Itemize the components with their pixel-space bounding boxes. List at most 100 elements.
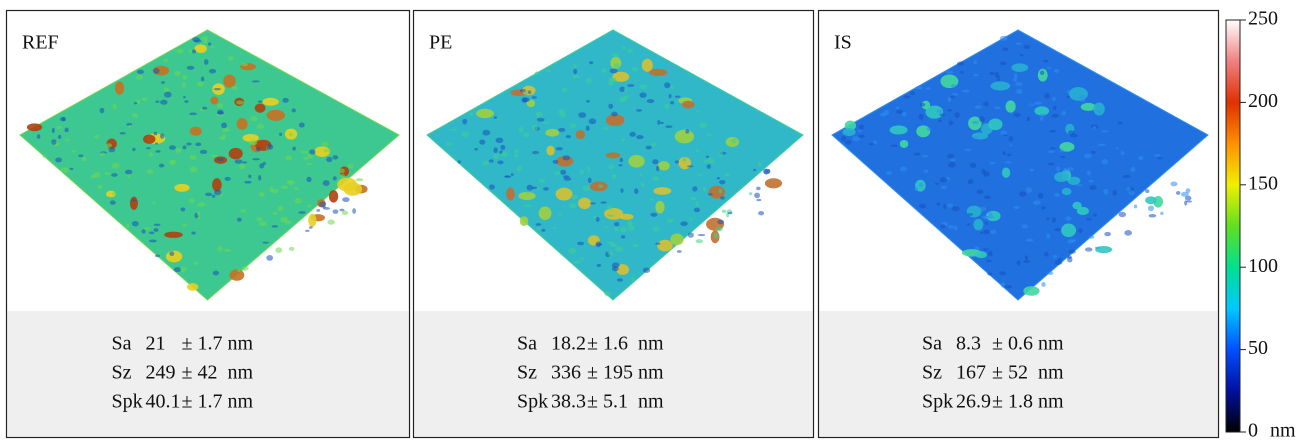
surface-feature xyxy=(289,247,294,251)
surface-feature xyxy=(880,113,887,117)
surface-feature xyxy=(205,193,212,196)
surface-feature xyxy=(621,235,625,238)
surface-feature xyxy=(994,106,1000,109)
surface-feature xyxy=(142,98,148,101)
surface-feature xyxy=(78,154,83,157)
param-name: Sa xyxy=(112,333,132,355)
surface-feature xyxy=(670,101,674,104)
surface-feature xyxy=(134,102,137,104)
surface-feature xyxy=(593,216,596,218)
surface-feature xyxy=(1004,285,1012,288)
surface-feature xyxy=(305,230,310,232)
param-value: 40.1 xyxy=(146,391,181,413)
surface-feature xyxy=(1000,61,1007,65)
surface-feature xyxy=(266,255,273,261)
surface-feature xyxy=(957,62,964,66)
surface-feature xyxy=(554,171,561,175)
surface-feature xyxy=(164,87,169,91)
surface-feature xyxy=(1093,213,1097,216)
surface-feature xyxy=(573,64,576,67)
surface-feature xyxy=(689,218,693,221)
surface-feature xyxy=(722,210,727,213)
surface-feature xyxy=(1040,71,1044,75)
surface-feature xyxy=(458,160,461,163)
surface-feature xyxy=(1052,114,1059,118)
surface-feature xyxy=(636,135,644,139)
surface-feature xyxy=(204,39,208,44)
surface-feature xyxy=(489,184,495,189)
surface-feature xyxy=(1015,42,1022,44)
surface-feature xyxy=(1014,73,1017,78)
surface-feature xyxy=(1121,151,1125,155)
surface-feature xyxy=(669,94,672,98)
colorbar-tick-label: 100 xyxy=(1248,255,1278,277)
surface-feature xyxy=(571,195,578,200)
surface-feature xyxy=(190,166,198,172)
surface-feature xyxy=(462,119,467,125)
surface-feature xyxy=(608,104,613,109)
surface-feature xyxy=(257,124,264,129)
surface-feature xyxy=(967,223,971,225)
surface-feature xyxy=(1087,170,1091,175)
param-error: ± 5.1 nm xyxy=(587,391,664,413)
surface-feature xyxy=(210,46,214,48)
surface-feature xyxy=(603,127,609,130)
param-error: ± 1.6 nm xyxy=(587,333,664,355)
surface-feature xyxy=(588,178,592,183)
surface-feature xyxy=(680,221,688,226)
surface-feature xyxy=(574,260,581,264)
surface-feature xyxy=(987,273,992,276)
surface-feature xyxy=(149,152,153,157)
surface-feature xyxy=(1022,224,1028,228)
surface-feature xyxy=(256,147,260,151)
surface-feature xyxy=(217,158,224,161)
surface-feature xyxy=(237,269,240,272)
surface-feature xyxy=(240,209,246,212)
surface-feature xyxy=(132,113,138,117)
surface-feature xyxy=(1043,60,1048,63)
surface-feature xyxy=(577,242,584,246)
surface-feature xyxy=(1056,166,1060,171)
surface-feature xyxy=(1160,212,1163,216)
surface-feature xyxy=(614,222,619,226)
surface-feature xyxy=(943,204,946,209)
surface-feature xyxy=(483,161,489,166)
surface-feature xyxy=(586,126,590,131)
surface-feature xyxy=(1046,233,1050,239)
surface-feature xyxy=(537,118,545,122)
surface-feature xyxy=(249,140,255,145)
surface-feature xyxy=(983,171,989,177)
surface-feature xyxy=(194,40,202,43)
surface-feature xyxy=(758,162,762,167)
surface-feature xyxy=(1030,169,1034,172)
surface-feature xyxy=(765,178,782,188)
surface-feature xyxy=(636,109,642,112)
surface-feature xyxy=(948,162,955,168)
surface-feature xyxy=(1145,189,1149,193)
surface-feature xyxy=(1184,200,1187,205)
surface-feature xyxy=(705,134,712,136)
surface-feature xyxy=(446,142,452,146)
surface-feature xyxy=(1053,255,1057,259)
surface-feature xyxy=(100,108,105,114)
surface-feature xyxy=(604,226,608,228)
surface-feature xyxy=(545,69,551,72)
surface-feature xyxy=(532,96,537,99)
param-value: 8.3 xyxy=(956,333,981,355)
surface-feature xyxy=(601,68,606,73)
surface-feature xyxy=(1098,144,1106,146)
surface-feature xyxy=(517,166,522,171)
surface-feature xyxy=(242,63,248,67)
surface-feature xyxy=(682,101,695,109)
colorbar-unit: nm xyxy=(1270,420,1296,442)
surface-feature xyxy=(1025,255,1028,260)
surface-feature xyxy=(286,181,292,183)
surface-feature xyxy=(728,212,732,214)
surface-feature xyxy=(228,56,234,61)
surface-feature xyxy=(225,177,231,181)
surface-feature xyxy=(607,242,614,245)
surface-feature xyxy=(104,172,109,175)
surface-feature xyxy=(132,221,139,226)
surface-feature xyxy=(975,105,982,108)
surface-feature xyxy=(1089,180,1094,183)
